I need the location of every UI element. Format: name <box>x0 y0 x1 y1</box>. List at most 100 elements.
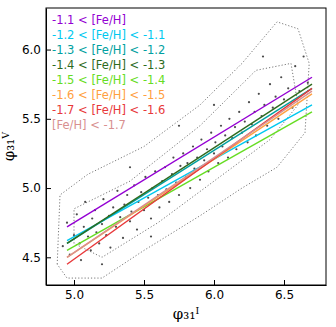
scatter-point <box>119 216 121 218</box>
legend-entry: -1.3 < [Fe/H] < -1.2 <box>52 43 165 57</box>
scatter-point <box>269 83 271 85</box>
scatter-point <box>158 206 160 208</box>
legend-entry: [Fe/H] < -1.7 <box>52 118 126 132</box>
plot-frame <box>46 8 326 285</box>
scatter-point <box>234 126 236 128</box>
scatter-point <box>307 82 309 84</box>
legend-entry: -1.7 < [Fe/H] < -1.6 <box>52 103 165 117</box>
scatter-point <box>115 226 117 228</box>
scatter-point <box>262 55 264 57</box>
scatter-point <box>228 118 230 120</box>
scatter-point <box>178 125 180 127</box>
tick-label: 5.5 <box>22 112 41 126</box>
scatter-point <box>203 159 205 161</box>
scatter-point <box>112 206 114 208</box>
scatter-point <box>200 138 202 140</box>
tick-label: 4.5 <box>22 251 41 265</box>
scatter-point <box>235 148 237 150</box>
tick: 5.0 <box>22 181 51 195</box>
tick-label: 5.0 <box>65 288 84 302</box>
tick: 5.5 <box>135 280 154 302</box>
chart: 5.05.56.06.54.55.05.56.0-1.1 < [Fe/H]-1.… <box>0 0 336 327</box>
scatter-point <box>129 166 131 168</box>
scatter-point <box>76 213 78 215</box>
scatter-point <box>136 229 138 231</box>
legend-entry: -1.5 < [Fe/H] < -1.4 <box>52 73 165 87</box>
tick-mark <box>74 280 75 285</box>
scatter-point <box>248 101 250 103</box>
scatter-point <box>109 247 111 249</box>
scatter-point <box>224 134 226 136</box>
tick: 6.5 <box>275 280 294 302</box>
scatter-point <box>199 179 201 181</box>
scatter-point <box>147 197 149 199</box>
scatter-point <box>182 152 184 154</box>
scatter-point <box>213 104 215 106</box>
tick: 4.5 <box>22 251 51 265</box>
scatter-point <box>238 111 240 113</box>
tick-mark <box>144 280 145 285</box>
tick: 6.0 <box>205 280 224 302</box>
scatter-point <box>189 187 191 189</box>
scatter-point <box>140 191 142 193</box>
fit-line <box>67 112 312 251</box>
scatter-point <box>275 96 277 98</box>
scatter-point <box>150 217 152 219</box>
tick: 5.0 <box>65 280 84 302</box>
tick-mark <box>214 280 215 285</box>
scatter-point <box>179 165 181 167</box>
y-axis-title: φ₃₁ⱽ <box>0 132 18 162</box>
tick-mark <box>46 257 51 258</box>
y-axis: 4.5 5.0 5.5 6.0 <box>22 9 51 286</box>
scatter-point <box>101 263 103 265</box>
tick-mark <box>46 50 51 51</box>
legend-entry: -1.6 < [Fe/H] < -1.5 <box>52 88 165 102</box>
tick-label: 6.5 <box>275 288 294 302</box>
x-axis-title: φ₃₁ᴵ <box>173 305 200 323</box>
scatter-point <box>172 156 174 158</box>
scatter-point <box>150 235 152 237</box>
tick-label: 6.0 <box>205 288 224 302</box>
scatter-point <box>91 217 93 219</box>
tick-label: 5.0 <box>22 181 41 195</box>
x-axis: 5.0 5.5 6.0 6.5 <box>47 280 327 302</box>
legend-entry: -1.2 < [Fe/H] < -1.1 <box>52 28 165 42</box>
scatter-point <box>244 120 246 122</box>
plot: 5.05.56.06.54.55.05.56.0-1.1 < [Fe/H]-1.… <box>22 8 327 302</box>
scatter-point <box>294 65 296 67</box>
scatter-point <box>116 190 118 192</box>
legend: -1.1 < [Fe/H]-1.2 < [Fe/H] < -1.1-1.3 < … <box>52 13 165 132</box>
scatter-point <box>287 87 289 89</box>
scatter-point <box>102 198 104 200</box>
tick-label: 5.5 <box>135 288 154 302</box>
scatter-point <box>280 76 282 78</box>
scatter-point <box>62 245 64 247</box>
tick-label: 6.0 <box>22 43 41 57</box>
scatter-point <box>83 226 85 228</box>
scatter-point <box>178 194 180 196</box>
scatter-point <box>303 55 305 57</box>
scatter-point <box>80 259 82 261</box>
tick: 5.5 <box>22 112 51 126</box>
scatter-point <box>126 194 128 196</box>
scatter-point <box>220 125 222 127</box>
scatter-point <box>206 148 208 150</box>
scatter-point <box>101 223 103 225</box>
scatter-point <box>90 249 92 251</box>
scatter-point <box>66 222 68 224</box>
tick-mark <box>284 280 285 285</box>
scatter-point <box>214 141 216 143</box>
scatter-point <box>192 145 194 147</box>
tick: 6.0 <box>22 43 51 57</box>
scatter-point <box>277 118 279 120</box>
scatter-point <box>168 201 170 203</box>
scatter-point <box>129 220 131 222</box>
scatter-point <box>283 98 285 100</box>
scatter-point <box>258 93 260 95</box>
legend-entry: -1.1 < [Fe/H] <box>52 13 126 27</box>
legend-entry: -1.4 < [Fe/H] < -1.3 <box>52 58 165 72</box>
scatter-point <box>122 237 124 239</box>
scatter-point <box>210 132 212 134</box>
tick-mark <box>46 119 51 120</box>
scatter-point <box>213 152 215 154</box>
